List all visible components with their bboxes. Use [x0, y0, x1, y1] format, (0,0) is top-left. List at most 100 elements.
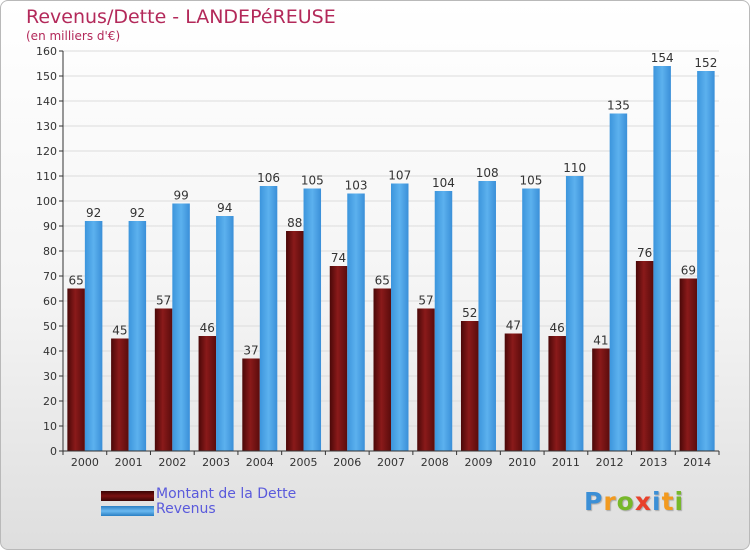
logo-letter: i [652, 487, 662, 516]
y-tick-label: 110 [36, 170, 57, 183]
data-label-dette: 41 [593, 334, 608, 348]
data-label-revenus: 105 [519, 174, 542, 188]
data-label-dette: 46 [550, 321, 565, 335]
bar-revenus [347, 193, 365, 451]
bar-dette [548, 336, 566, 451]
bar-revenus [84, 221, 103, 451]
bar-dette [679, 278, 698, 451]
data-label-revenus: 92 [130, 206, 145, 220]
data-label-revenus: 94 [217, 201, 232, 215]
data-label-dette: 76 [637, 246, 652, 260]
data-label-revenus: 135 [607, 99, 630, 113]
data-label-revenus: 107 [388, 169, 411, 183]
bar-revenus [609, 113, 628, 451]
y-tick-label: 140 [36, 95, 57, 108]
bar-revenus [391, 183, 409, 451]
data-label-dette: 65 [375, 274, 390, 288]
bar-revenus [522, 188, 540, 451]
y-tick-label: 60 [43, 295, 57, 308]
y-tick-label: 20 [43, 395, 57, 408]
bar-dette [154, 308, 173, 451]
data-label-dette: 47 [506, 319, 521, 333]
x-tick-label: 2001 [115, 456, 143, 469]
proxiti-logo: Proxiti [584, 487, 684, 516]
logo-letter: o [616, 487, 635, 516]
chart-subtitle: (en milliers d'€) [26, 29, 121, 43]
data-label-revenus: 106 [257, 171, 280, 185]
data-label-dette: 57 [418, 294, 433, 308]
data-label-revenus: 103 [345, 179, 368, 193]
data-label-revenus: 110 [563, 161, 586, 175]
data-label-revenus: 108 [476, 166, 499, 180]
x-tick-label: 2002 [158, 456, 186, 469]
data-label-revenus: 152 [694, 56, 717, 70]
y-tick-label: 150 [36, 70, 57, 83]
x-tick-label: 2003 [202, 456, 230, 469]
y-tick-label: 50 [43, 320, 57, 333]
bar-dette [67, 288, 85, 451]
bar-dette [198, 336, 217, 451]
chart-title: Revenus/Dette - LANDEPéREUSE [26, 6, 336, 28]
x-tick-label: 2006 [333, 456, 361, 469]
bar-dette [373, 288, 391, 451]
data-label-dette: 88 [287, 216, 302, 230]
bar-revenus [434, 191, 453, 451]
logo-letter: r [603, 487, 617, 516]
bar-revenus [172, 203, 190, 451]
x-tick-label: 2005 [290, 456, 318, 469]
bar-dette [417, 308, 435, 451]
x-tick-label: 2011 [552, 456, 580, 469]
bar-revenus [128, 221, 147, 451]
data-label-revenus: 104 [432, 176, 455, 190]
bar-dette [242, 358, 260, 451]
y-tick-label: 160 [36, 45, 57, 58]
bar-dette [286, 231, 304, 451]
y-tick-label: 10 [43, 420, 57, 433]
data-label-revenus: 99 [173, 189, 188, 203]
bar-dette [504, 333, 523, 451]
x-tick-label: 2012 [596, 456, 624, 469]
y-tick-label: 130 [36, 120, 57, 133]
data-label-revenus: 154 [651, 51, 674, 65]
bar-dette [592, 348, 610, 451]
bar-revenus [565, 176, 584, 451]
logo-letter: P [584, 487, 604, 516]
y-tick-label: 80 [43, 245, 57, 258]
legend-swatch-revenus [101, 506, 154, 516]
bar-dette [460, 321, 479, 451]
y-tick-label: 0 [50, 445, 57, 458]
bar-dette [635, 261, 654, 451]
bar-revenus [478, 181, 496, 451]
x-tick-label: 2008 [421, 456, 449, 469]
bar-dette [111, 338, 129, 451]
legend-label-dette: Montant de la Dette [156, 486, 297, 502]
data-label-revenus: 105 [301, 174, 324, 188]
data-label-dette: 52 [462, 306, 477, 320]
bar-revenus [216, 216, 234, 451]
logo-letter: i [674, 487, 685, 516]
logo-letter: t [661, 487, 675, 516]
legend-swatch-dette [101, 491, 154, 501]
y-tick-label: 70 [43, 270, 57, 283]
legend-label-revenus: Revenus [156, 501, 216, 517]
bar-revenus [697, 71, 715, 451]
x-tick-label: 2013 [639, 456, 667, 469]
y-tick-label: 120 [36, 145, 57, 158]
y-tick-label: 100 [36, 195, 57, 208]
data-label-dette: 46 [200, 321, 215, 335]
x-tick-label: 2009 [464, 456, 492, 469]
y-tick-label: 90 [43, 220, 57, 233]
bar-dette [329, 266, 348, 451]
bar-revenus [653, 66, 671, 451]
bar-revenus [303, 188, 322, 451]
data-label-dette: 57 [156, 294, 171, 308]
data-label-dette: 69 [681, 264, 696, 278]
data-label-dette: 37 [243, 344, 258, 358]
x-tick-label: 2010 [508, 456, 536, 469]
y-tick-label: 40 [43, 345, 57, 358]
data-label-dette: 65 [68, 274, 83, 288]
data-label-revenus: 92 [86, 206, 101, 220]
x-tick-label: 2007 [377, 456, 405, 469]
